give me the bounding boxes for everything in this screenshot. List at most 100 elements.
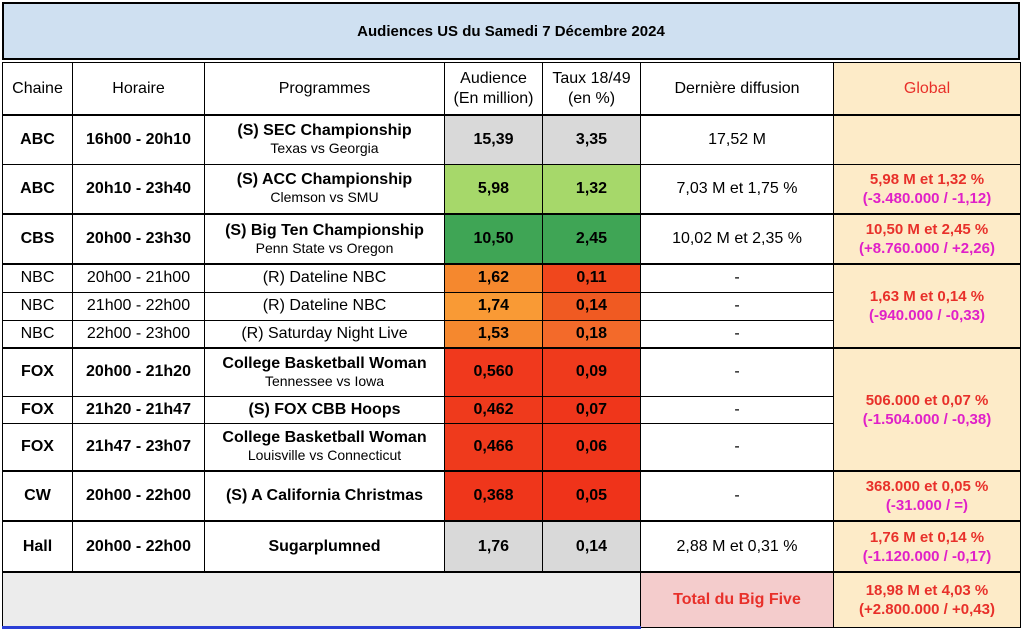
table-row: FOX 21h47 - 23h07 College Basketball Wom… xyxy=(2,422,1021,472)
programme-title: College Basketball Woman xyxy=(222,429,427,447)
header-taux: Taux 18/49 (en %) xyxy=(542,62,641,116)
cell-global-abc: 5,98 M et 1,32 % (-3.480.000 / -1,12) xyxy=(833,163,1021,215)
table-row: NBC 20h00 - 21h00 (R) Dateline NBC 1,62 … xyxy=(2,263,1021,349)
cell-derniere: - xyxy=(640,263,834,293)
cell-audience: 15,39 xyxy=(444,114,543,165)
cell-taux: 0,05 xyxy=(542,470,641,522)
cell-taux: 0,09 xyxy=(542,347,641,397)
cell-programme: (S) FOX CBB Hoops xyxy=(204,395,445,424)
audience-table: Chaine Horaire Programmes Audience (En mi… xyxy=(2,62,1021,629)
cell-programme: College Basketball Woman Louisville vs Co… xyxy=(204,422,445,472)
cell-global-hall: 1,76 M et 0,14 % (-1.120.000 / -0,17) xyxy=(833,520,1021,573)
global-fox-value: 506.000 et 0,07 % xyxy=(865,391,989,409)
cell-audience: 0,368 xyxy=(444,470,543,522)
programme-sub: Texas vs Georgia xyxy=(270,140,379,157)
global-cbs-value: 10,50 M et 2,45 % xyxy=(865,221,989,238)
cell-derniere: 2,88 M et 0,31 % xyxy=(640,520,834,573)
global-cw-delta: (-31.000 / =) xyxy=(885,497,969,514)
cell-chaine: NBC xyxy=(2,263,73,293)
cell-audience: 1,53 xyxy=(444,319,543,349)
global-cbs-delta: (+8.760.000 / +2,26) xyxy=(859,240,995,257)
header-global: Global xyxy=(833,62,1021,116)
table-row: FOX 20h00 - 21h20 College Basketball Wom… xyxy=(2,347,1021,472)
cell-programme: (S) A California Christmas xyxy=(204,470,445,522)
cell-chaine: Hall xyxy=(2,520,73,573)
total-value: 18,98 M et 4,03 % (+2.800.000 / +0,43) xyxy=(833,571,1021,628)
global-cw-value: 368.000 et 0,05 % xyxy=(865,478,989,495)
cell-horaire: 16h00 - 20h10 xyxy=(72,114,205,165)
cell-programme: (R) Dateline NBC xyxy=(204,263,445,293)
cell-derniere: 10,02 M et 2,35 % xyxy=(640,213,834,265)
table-row: CBS 20h00 - 23h30 (S) Big Ten Championsh… xyxy=(2,213,1021,265)
table-row: ABC 16h00 - 20h10 (S) SEC Championship Te… xyxy=(2,114,1021,165)
header-audience: Audience (En million) xyxy=(444,62,543,116)
total-blank xyxy=(2,571,641,629)
cell-chaine: NBC xyxy=(2,291,73,321)
cell-horaire: 21h20 - 21h47 xyxy=(72,395,205,424)
cell-chaine: FOX xyxy=(2,422,73,472)
cell-chaine: NBC xyxy=(2,319,73,349)
cell-audience: 0,466 xyxy=(444,422,543,472)
global-hall-value: 1,76 M et 0,14 % xyxy=(869,528,985,546)
cell-audience: 10,50 xyxy=(444,213,543,265)
cell-chaine: CW xyxy=(2,470,73,522)
cell-audience: 1,74 xyxy=(444,291,543,321)
cell-taux: 0,06 xyxy=(542,422,641,472)
cell-taux: 0,14 xyxy=(542,291,641,321)
cell-programme: (S) ACC Championship Clemson vs SMU xyxy=(204,163,445,215)
cell-taux: 0,07 xyxy=(542,395,641,424)
header-chaine: Chaine xyxy=(2,62,73,116)
cell-horaire: 21h00 - 22h00 xyxy=(72,291,205,321)
global-fox-delta: (-1.504.000 / -0,38) xyxy=(862,410,992,428)
header-audience-l1: Audience xyxy=(460,69,527,87)
cell-horaire: 21h47 - 23h07 xyxy=(72,422,205,472)
header-taux-l1: Taux 18/49 xyxy=(552,69,631,87)
cell-derniere: - xyxy=(640,395,834,424)
global-nbc-value: 1,63 M et 0,14 % xyxy=(869,288,985,305)
cell-derniere: - xyxy=(640,470,834,522)
total-row: Total du Big Five 18,98 M et 4,03 % (+2.8… xyxy=(2,571,1021,629)
programme-sub: Clemson vs SMU xyxy=(270,189,379,206)
cell-audience: 1,76 xyxy=(444,520,543,573)
header-row: Chaine Horaire Programmes Audience (En mi… xyxy=(2,62,1021,116)
total-label: Total du Big Five xyxy=(640,571,834,628)
programme-title: (S) Big Ten Championship xyxy=(225,221,424,239)
cell-taux: 3,35 xyxy=(542,114,641,165)
cell-programme: (S) Big Ten Championship Penn State vs Or… xyxy=(204,213,445,265)
cell-taux: 1,32 xyxy=(542,163,641,215)
cell-audience: 0,462 xyxy=(444,395,543,424)
cell-derniere: 7,03 M et 1,75 % xyxy=(640,163,834,215)
cell-taux: 0,11 xyxy=(542,263,641,293)
cell-chaine: ABC xyxy=(2,114,73,165)
cell-horaire: 20h00 - 22h00 xyxy=(72,520,205,573)
cell-programme: College Basketball Woman Tennessee vs Iow… xyxy=(204,347,445,397)
cell-global-empty xyxy=(833,114,1021,165)
table-row: ABC 20h10 - 23h40 (S) ACC Championship Cl… xyxy=(2,163,1021,215)
table-row: NBC 21h00 - 22h00 (R) Dateline NBC 1,74 … xyxy=(2,291,1021,321)
cell-chaine: FOX xyxy=(2,347,73,397)
cell-chaine: CBS xyxy=(2,213,73,265)
header-taux-l2: (en %) xyxy=(567,89,616,107)
cell-horaire: 20h10 - 23h40 xyxy=(72,163,205,215)
header-derniere: Dernière diffusion xyxy=(640,62,834,116)
global-hall-delta: (-1.120.000 / -0,17) xyxy=(862,547,992,565)
programme-sub: Louisville vs Connecticut xyxy=(247,447,402,464)
sheet-title: Audiences US du Samedi 7 Décembre 2024 xyxy=(2,2,1020,60)
total-value-delta: (+2.800.000 / +0,43) xyxy=(859,600,995,618)
cell-audience: 1,62 xyxy=(444,263,543,293)
cell-horaire: 20h00 - 21h20 xyxy=(72,347,205,397)
cell-audience: 5,98 xyxy=(444,163,543,215)
cell-global-cbs: 10,50 M et 2,45 % (+8.760.000 / +2,26) xyxy=(833,213,1021,265)
cell-programme: Sugarplumned xyxy=(204,520,445,573)
cell-derniere: 17,52 M xyxy=(640,114,834,165)
global-abc-value: 5,98 M et 1,32 % xyxy=(869,170,985,188)
global-nbc-delta: (-940.000 / -0,33) xyxy=(869,307,985,324)
cell-programme: (S) SEC Championship Texas vs Georgia xyxy=(204,114,445,165)
table-row: Hall 20h00 - 22h00 Sugarplumned 1,76 0,1… xyxy=(2,520,1021,573)
cell-horaire: 20h00 - 22h00 xyxy=(72,470,205,522)
cell-taux: 0,18 xyxy=(542,319,641,349)
cell-horaire: 20h00 - 21h00 xyxy=(72,263,205,293)
cell-taux: 0,14 xyxy=(542,520,641,573)
cell-chaine: ABC xyxy=(2,163,73,215)
